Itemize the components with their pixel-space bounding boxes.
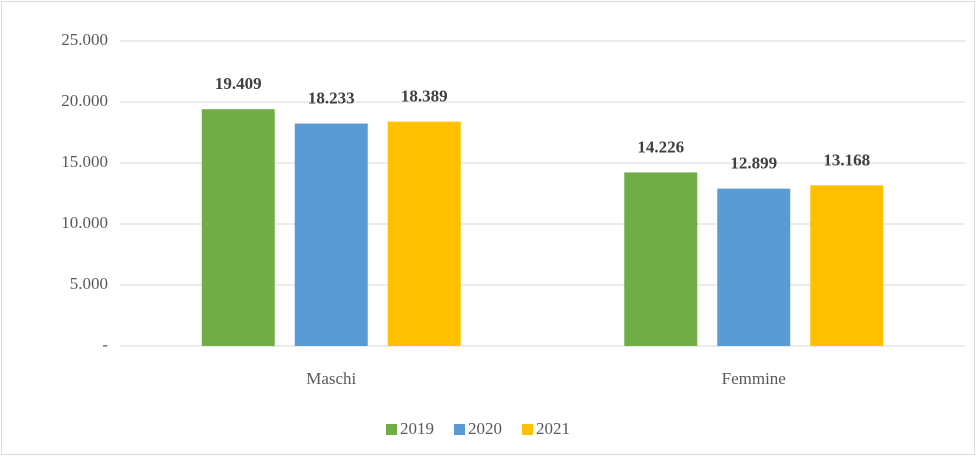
- x-tick-label: Maschi: [306, 369, 356, 388]
- legend-label: 2019: [400, 419, 434, 438]
- y-tick-label: 10.000: [61, 213, 108, 232]
- y-tick-label: 25.000: [61, 30, 108, 49]
- legend-swatch: [454, 424, 465, 435]
- y-tick-label: 20.000: [61, 91, 108, 110]
- bar: [387, 121, 461, 346]
- legend-swatch: [522, 424, 533, 435]
- y-tick-label: 5.000: [70, 274, 108, 293]
- data-label: 14.226: [637, 137, 684, 156]
- legend-label: 2020: [468, 419, 502, 438]
- bar: [717, 188, 791, 346]
- x-tick-label: Femmine: [722, 369, 786, 388]
- data-label: 18.233: [308, 88, 355, 107]
- bar: [201, 109, 275, 346]
- data-label: 18.389: [401, 87, 448, 106]
- bar: [294, 123, 368, 346]
- y-tick-label: -: [102, 335, 108, 354]
- y-tick-label: 15.000: [61, 152, 108, 171]
- legend-swatch: [386, 424, 397, 435]
- bar: [624, 172, 698, 346]
- data-label: 19.409: [215, 74, 262, 93]
- data-label: 13.168: [823, 150, 870, 169]
- data-label: 12.899: [730, 154, 777, 173]
- bar: [810, 185, 884, 346]
- legend-label: 2021: [536, 419, 570, 438]
